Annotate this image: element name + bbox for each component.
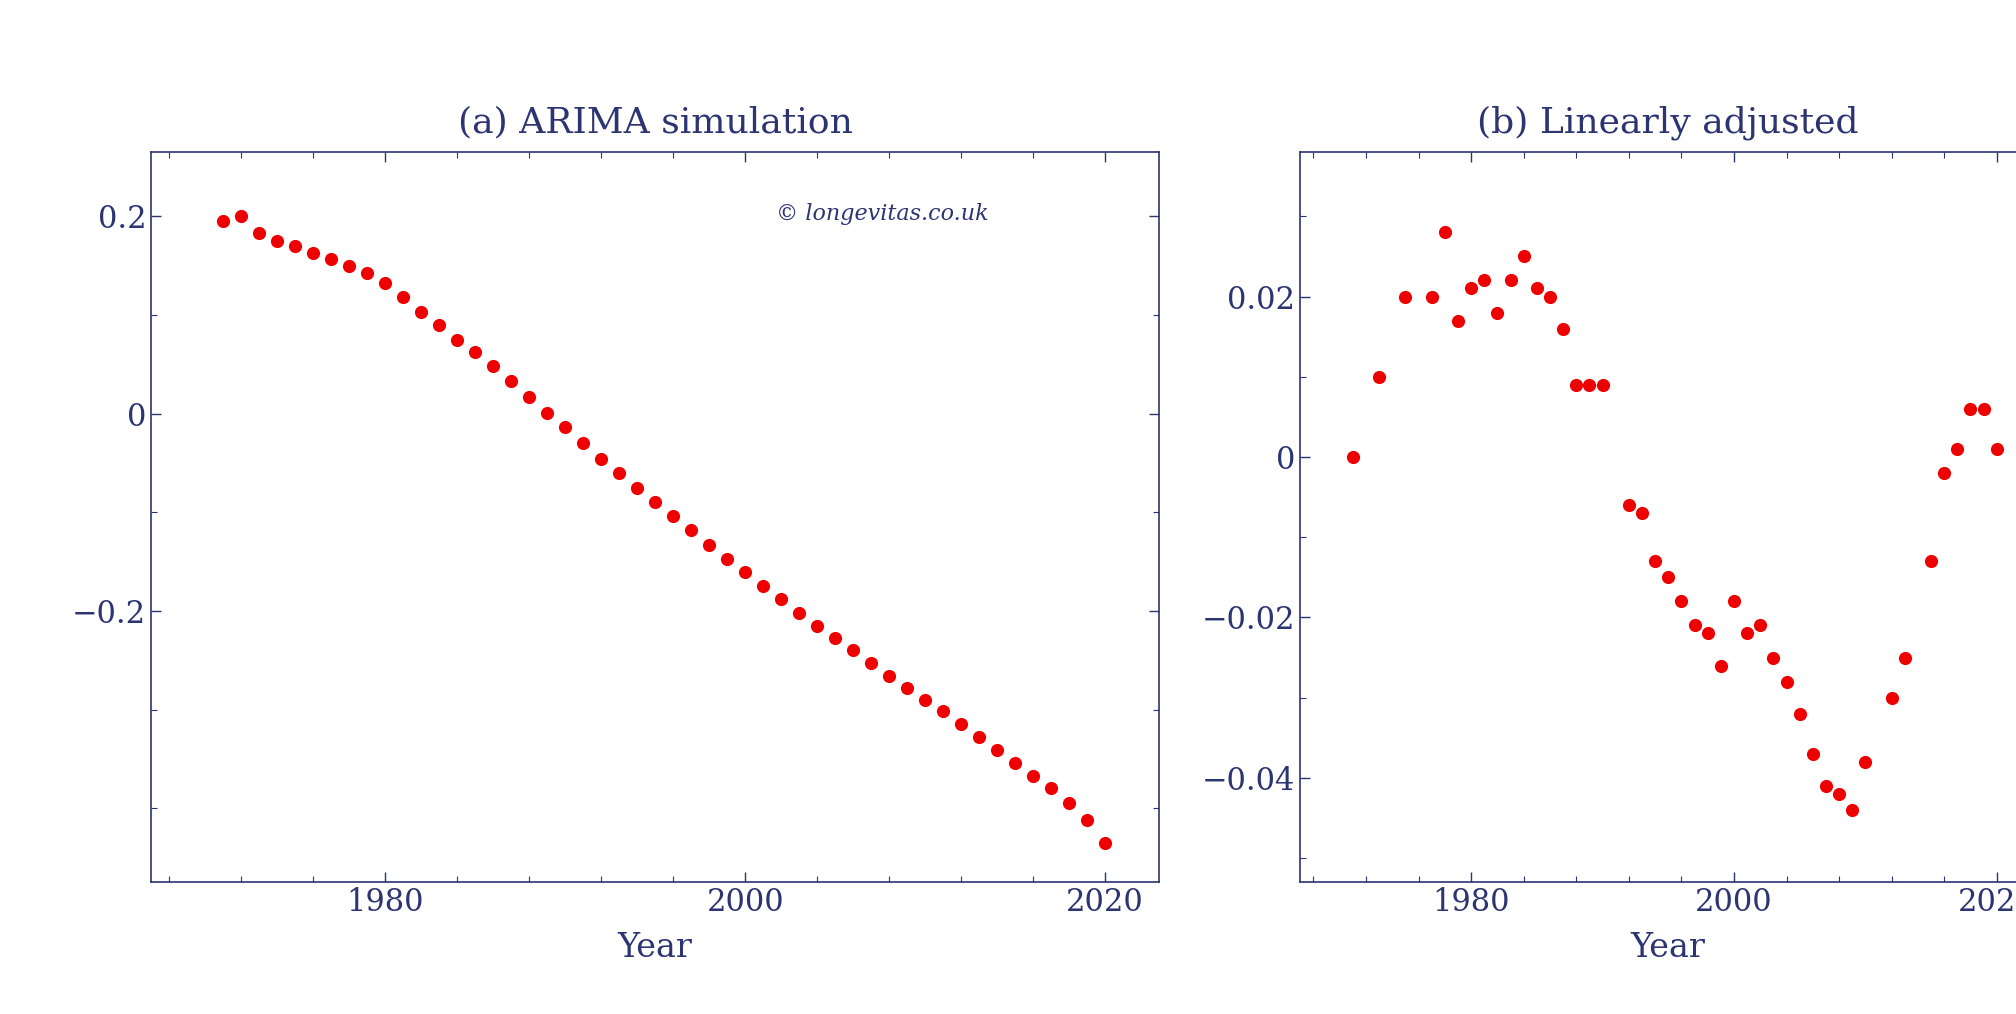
- Point: [782, 604, 814, 621]
- Point: [530, 405, 562, 421]
- Point: [1665, 593, 1697, 609]
- Point: [621, 480, 653, 496]
- Point: [1456, 281, 1488, 297]
- Title: (b) Linearly adjusted: (b) Linearly adjusted: [1478, 105, 1859, 140]
- Point: [1016, 768, 1048, 784]
- Point: [1639, 554, 1671, 570]
- Point: [226, 208, 258, 224]
- Text: © longevitas.co.uk: © longevitas.co.uk: [776, 203, 988, 225]
- Point: [296, 244, 329, 261]
- Point: [1468, 273, 1500, 289]
- Point: [837, 642, 869, 658]
- Point: [657, 508, 689, 524]
- Point: [1441, 312, 1474, 329]
- Point: [387, 289, 419, 305]
- Point: [1534, 288, 1566, 304]
- Point: [1968, 401, 2000, 417]
- Point: [1770, 673, 1802, 690]
- Point: [1796, 745, 1829, 762]
- Point: [1546, 320, 1579, 337]
- Point: [800, 618, 833, 634]
- X-axis label: Year: Year: [617, 932, 694, 964]
- Point: [1822, 786, 1855, 802]
- Point: [712, 551, 744, 567]
- Point: [1691, 626, 1724, 642]
- Point: [855, 655, 887, 671]
- Point: [442, 332, 474, 348]
- Point: [818, 631, 851, 647]
- Point: [891, 679, 923, 696]
- Point: [1679, 618, 1712, 634]
- Point: [314, 250, 347, 267]
- Point: [1613, 497, 1645, 513]
- Point: [548, 419, 581, 435]
- Point: [1070, 812, 1103, 828]
- Point: [1363, 369, 1395, 385]
- Point: [1429, 224, 1462, 240]
- Point: [1744, 618, 1776, 634]
- Point: [1732, 626, 1764, 642]
- Point: [1875, 690, 1907, 706]
- Point: [1837, 802, 1869, 818]
- Point: [675, 522, 708, 538]
- Point: [1651, 569, 1683, 585]
- Point: [764, 591, 796, 607]
- Point: [1572, 376, 1605, 392]
- X-axis label: Year: Year: [1631, 932, 1706, 964]
- Point: [1706, 657, 1738, 673]
- Point: [405, 304, 437, 320]
- Point: [1337, 449, 1369, 465]
- Point: [748, 578, 780, 594]
- Point: [278, 237, 310, 254]
- Point: [730, 564, 762, 580]
- Point: [873, 668, 905, 684]
- Point: [1089, 835, 1121, 851]
- Point: [585, 451, 617, 467]
- Point: [982, 742, 1014, 758]
- Point: [1784, 706, 1816, 722]
- Point: [1980, 441, 2012, 457]
- Point: [964, 729, 996, 745]
- Point: [1625, 505, 1657, 521]
- Point: [208, 213, 240, 229]
- Point: [603, 464, 635, 481]
- Point: [1389, 288, 1421, 304]
- Point: [1000, 754, 1032, 771]
- Point: [1718, 593, 1750, 609]
- Point: [1941, 441, 1974, 457]
- Point: [1415, 288, 1447, 304]
- Point: [1052, 795, 1085, 811]
- Point: [351, 266, 383, 282]
- Point: [1587, 376, 1619, 392]
- Point: [512, 388, 544, 405]
- Point: [927, 704, 960, 720]
- Point: [1494, 273, 1526, 289]
- Point: [1889, 649, 1921, 665]
- Point: [1927, 464, 1960, 481]
- Point: [478, 358, 510, 374]
- Point: [496, 373, 528, 389]
- Point: [1915, 554, 1947, 570]
- Point: [909, 692, 941, 708]
- Point: [244, 225, 276, 241]
- Point: [1482, 304, 1514, 320]
- Point: [1520, 281, 1552, 297]
- Point: [1810, 778, 1843, 794]
- Point: [694, 536, 726, 553]
- Point: [1034, 781, 1066, 797]
- Point: [1758, 649, 1790, 665]
- Title: (a) ARIMA simulation: (a) ARIMA simulation: [458, 105, 853, 140]
- Point: [423, 316, 456, 333]
- Point: [1560, 376, 1593, 392]
- Point: [460, 345, 492, 361]
- Point: [1508, 248, 1540, 265]
- Point: [566, 435, 599, 451]
- Point: [946, 716, 978, 732]
- Point: [369, 275, 401, 291]
- Point: [1954, 401, 1986, 417]
- Point: [639, 494, 671, 510]
- Point: [333, 258, 365, 274]
- Point: [1849, 753, 1881, 770]
- Point: [260, 233, 292, 249]
